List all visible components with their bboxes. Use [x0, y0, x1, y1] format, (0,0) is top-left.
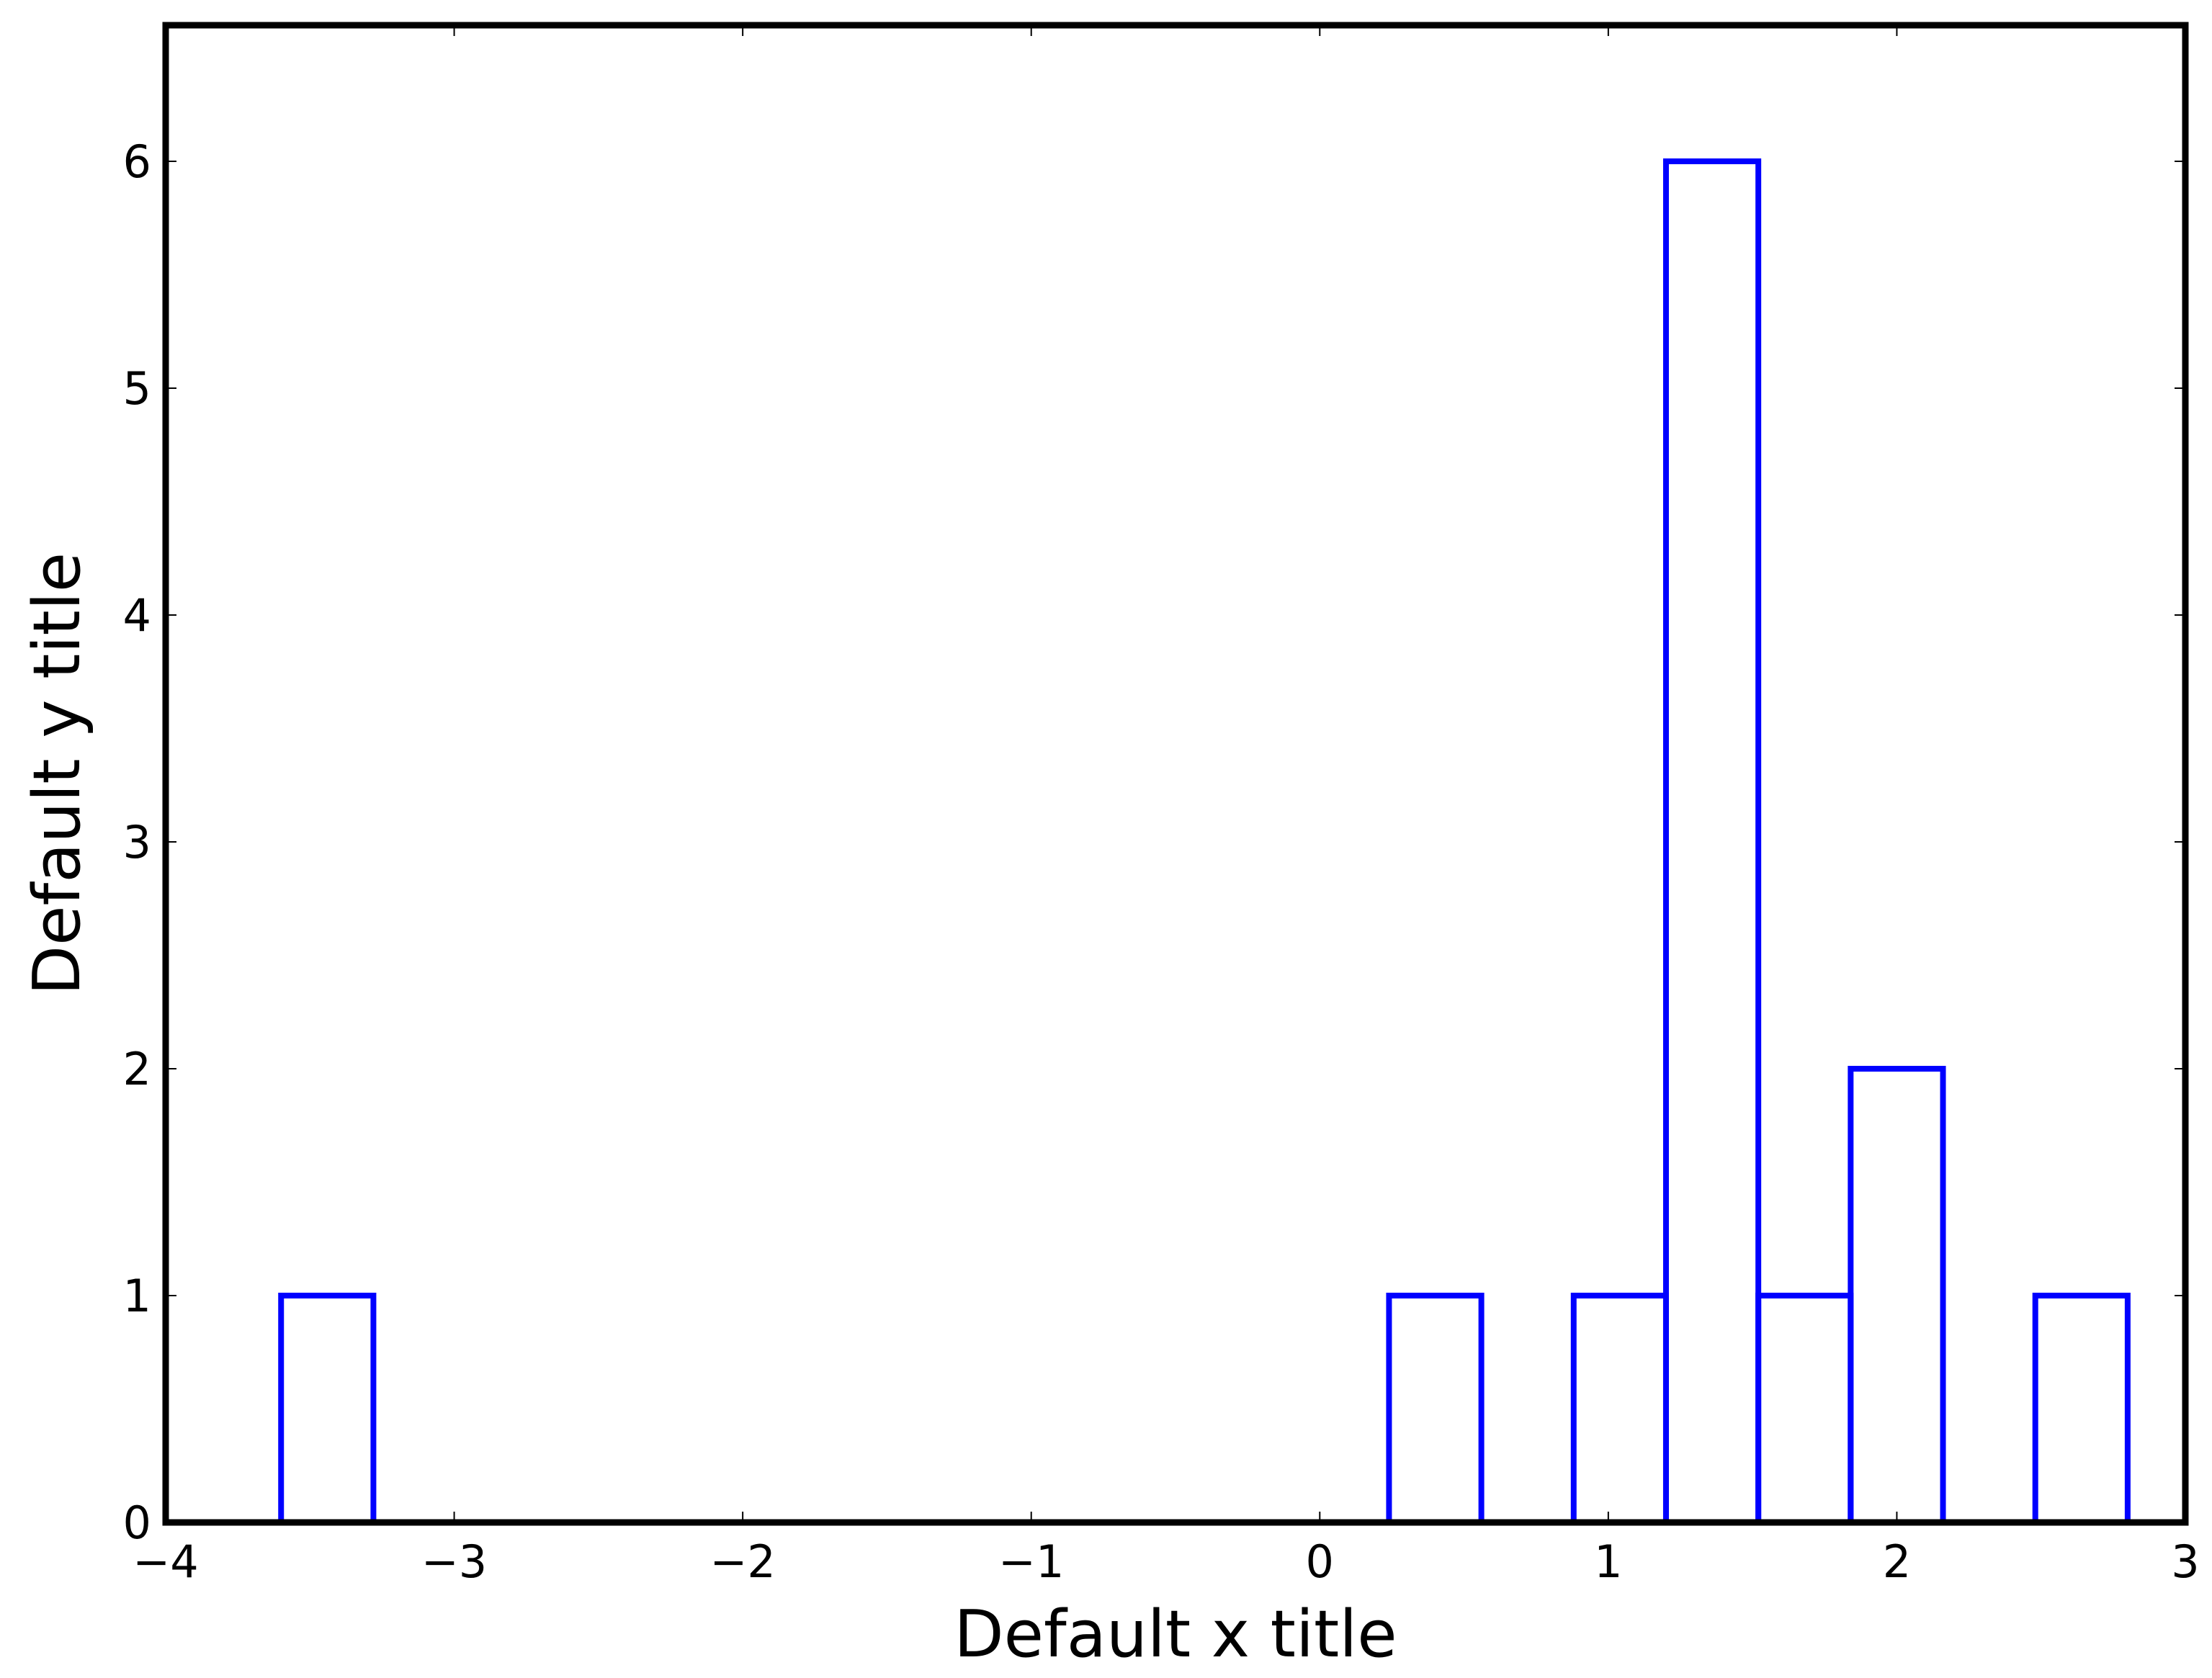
x-tick-label: 0	[1306, 1535, 1334, 1588]
x-tick-label: −1	[998, 1535, 1064, 1588]
y-tick-label: 1	[123, 1270, 151, 1322]
histogram-bin	[1570, 1293, 1669, 1522]
x-tick-labels: −4 −3 −2 −1 0 1 2 3	[133, 1535, 2199, 1588]
y-tick-labels: 0 1 2 3 4 5 6	[123, 135, 151, 1549]
y-tick-label: 5	[123, 362, 151, 415]
y-tick-label: 3	[123, 816, 151, 869]
histogram-bin	[1848, 1066, 1946, 1522]
tick-marks	[165, 25, 2186, 1523]
histogram-steps	[278, 158, 2131, 1522]
x-tick-label: −3	[421, 1535, 487, 1588]
y-tick-label: 0	[123, 1497, 151, 1549]
x-tick-label: 1	[1594, 1535, 1622, 1588]
x-axis-title: Default x title	[954, 1597, 1397, 1672]
y-tick-label: 2	[123, 1043, 151, 1095]
y-tick-label: 6	[123, 135, 151, 188]
histogram-bin	[1662, 158, 1762, 1522]
x-tick-label: 2	[1883, 1535, 1911, 1588]
x-tick-label: −2	[709, 1535, 775, 1588]
histogram-bin	[1755, 1293, 1854, 1522]
x-tick-label: −4	[133, 1535, 198, 1588]
histogram-bin	[1386, 1293, 1485, 1522]
plot-frame	[162, 22, 2189, 1526]
y-axis-title: Default y title	[19, 552, 95, 995]
x-tick-label: 3	[2171, 1535, 2199, 1588]
histogram-bin	[2032, 1293, 2131, 1522]
histogram-bin	[278, 1293, 377, 1522]
y-tick-label: 4	[123, 589, 151, 642]
